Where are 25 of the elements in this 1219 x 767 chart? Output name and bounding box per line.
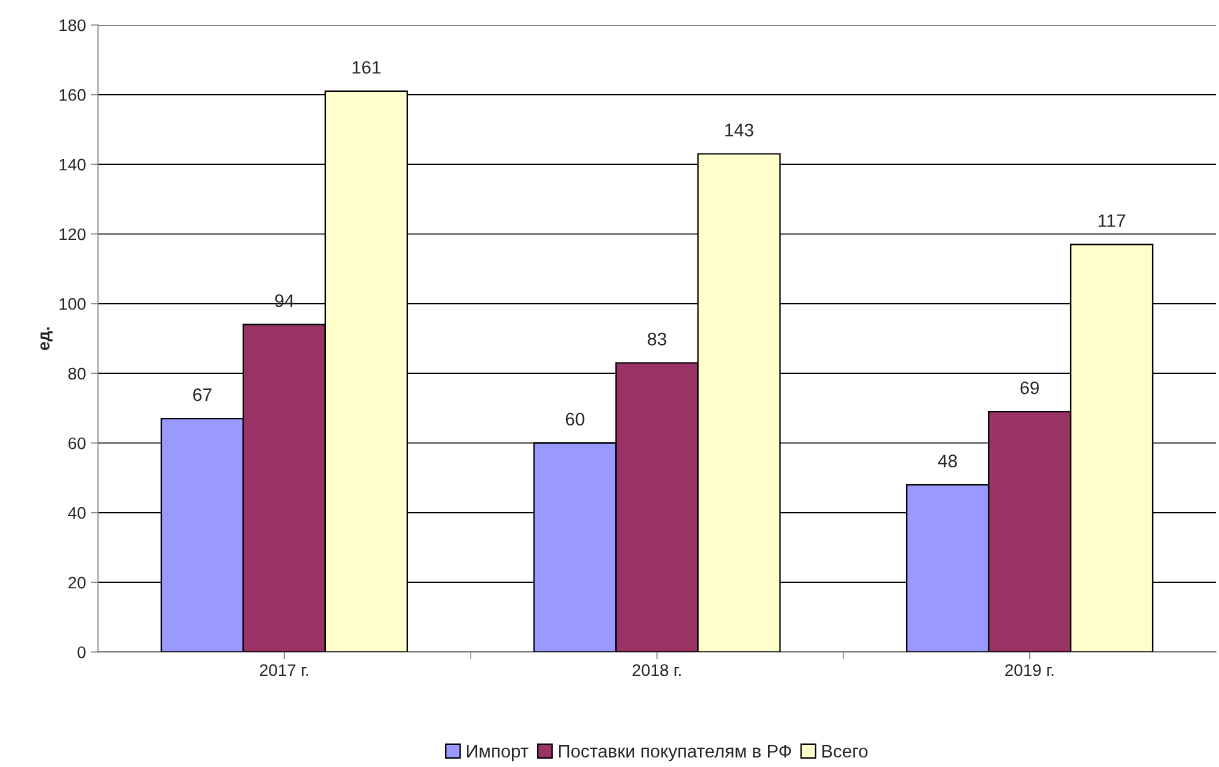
y-tick-label: 180 <box>59 19 86 32</box>
y-axis-title: ед. <box>40 327 53 351</box>
y-tick-label: 100 <box>59 298 86 310</box>
data-label: 143 <box>725 123 754 137</box>
legend-label: Импорт <box>467 744 529 762</box>
y-tick-label: 80 <box>68 367 86 380</box>
y-tick-label: 60 <box>68 437 86 450</box>
data-label: 161 <box>352 60 381 74</box>
y-tick-label: 40 <box>68 507 86 519</box>
data-label: 117 <box>1098 214 1126 227</box>
legend-label: Поставки покупателям в РФ <box>559 744 792 762</box>
x-tick-label: 2018 г. <box>632 664 681 677</box>
data-label: 67 <box>193 388 212 402</box>
data-label: 48 <box>938 454 957 468</box>
y-tick-label: 140 <box>59 158 86 171</box>
y-tick-label: 120 <box>59 228 86 241</box>
y-tick-label: 0 <box>77 646 86 659</box>
x-tick-label: 2019 г. <box>1005 664 1054 677</box>
legend-label: Всего <box>822 744 868 758</box>
data-label: 60 <box>565 412 585 426</box>
data-label: 69 <box>1020 381 1039 395</box>
data-label: 83 <box>647 332 667 346</box>
y-tick-label: 20 <box>68 576 86 589</box>
x-tick-label: 2017 г. <box>259 664 308 677</box>
y-tick-label: 160 <box>59 89 86 101</box>
